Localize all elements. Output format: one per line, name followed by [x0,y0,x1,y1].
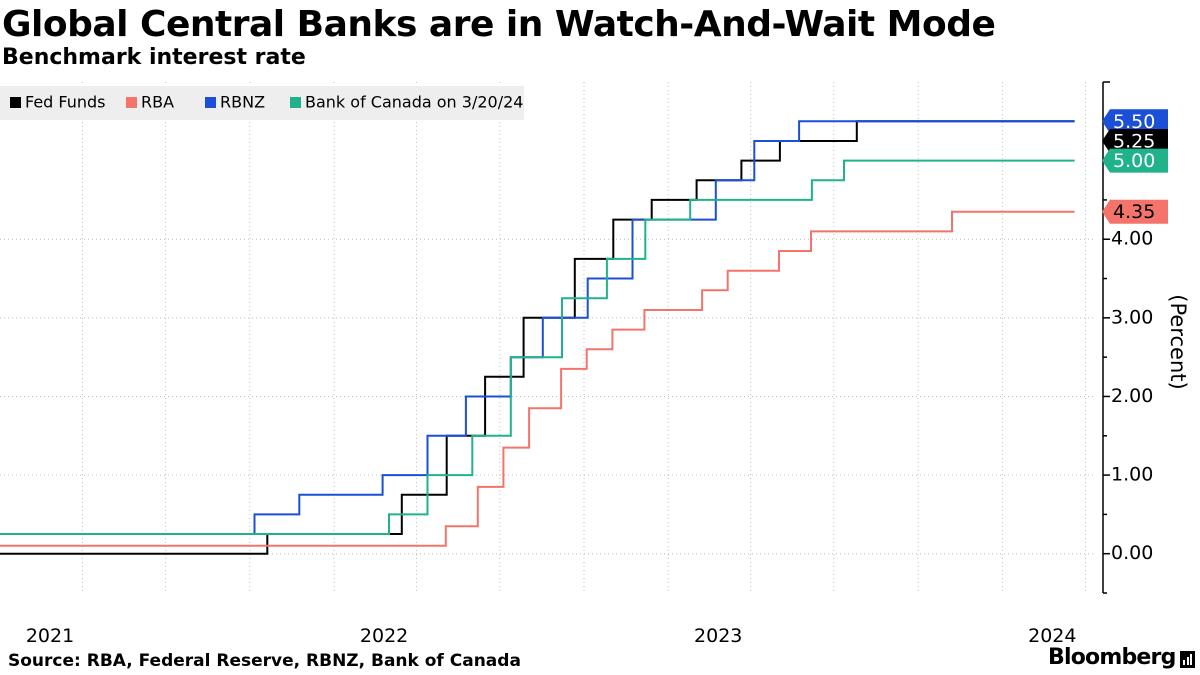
source-note: Source: RBA, Federal Reserve, RBNZ, Bank… [8,651,521,671]
bloomberg-bar-icon [1180,651,1195,668]
chart-subtitle: Benchmark interest rate [2,45,306,70]
series-line-fed-funds [0,120,1075,555]
legend-swatch [290,97,301,108]
legend-label: Bank of Canada on 3/20/24 [305,93,523,112]
y-axis-label: (Percent) [1166,294,1190,389]
y-tick-label: 0.00 [1111,542,1153,564]
y-tick-label: 3.00 [1111,306,1153,328]
x-tick-label: 2023 [694,625,742,647]
end-label-flag [1102,128,1168,153]
end-labels: 5.505.255.00 4.35 [1102,109,1168,224]
end-label-value: 5.00 [1113,150,1155,172]
y-tick-label: 1.00 [1111,464,1153,486]
legend-swatch [205,97,216,108]
legend-label: RBNZ [220,93,265,112]
legend-box [0,86,524,120]
y-tick-label: 2.00 [1111,385,1153,407]
series-line-bank-of-canada-on-3-20-24 [0,159,1075,535]
end-label-value: 5.50 [1113,111,1155,133]
y-axis: 0.00 1.00 2.00 3.00 4.00 [1102,81,1153,594]
end-label-flag [1102,148,1168,173]
legend-label: RBA [141,93,174,112]
legend-swatch [10,97,21,108]
x-tick-label: 2022 [360,625,408,647]
series-lines [0,120,1075,555]
end-label-value: 4.35 [1113,201,1155,223]
chart-title: Global Central Banks are in Watch-And-Wa… [2,4,996,45]
end-label-value: 5.25 [1113,130,1155,152]
bloomberg-logo: Bloomberg [1048,645,1176,670]
legend: Fed Funds RBA RBNZ Bank of Canada on 3/20/2… [0,86,524,120]
x-tick-label: 2024 [1028,625,1076,647]
y-tick-label: 4.00 [1111,228,1153,250]
series-line-rba [0,210,1075,547]
series-line-rbnz [0,120,1075,535]
legend-label: Fed Funds [25,93,106,112]
x-tick-label: 2021 [26,625,74,647]
x-axis: 2021 2022 2023 2024 [26,625,1077,647]
end-label-flag [1102,199,1168,224]
end-label-flag [1102,109,1168,134]
legend-swatch [126,97,137,108]
grid-lines [0,82,1093,593]
